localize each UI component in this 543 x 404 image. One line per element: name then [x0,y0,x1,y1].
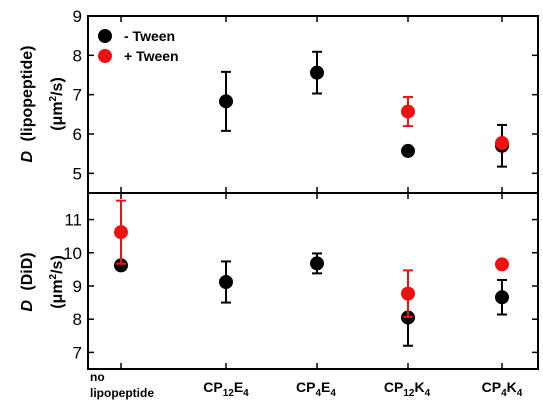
y-tick-label-1-0: 7 [73,343,82,362]
y-tick-label-0-3: 8 [73,46,82,65]
data-point-1-1-2 [495,257,509,272]
x-label-no-lipopeptide: no [90,370,105,384]
data-point-1-0-4 [495,290,509,305]
y-tick-label-1-2: 9 [73,277,82,296]
x-label-no-lipopeptide-line2: lipopeptide [90,386,154,400]
bottom-panel-marks [114,199,509,347]
data-point-1-1-1 [401,286,415,301]
data-point-1-0-1 [219,274,233,289]
data-point-0-1-1 [495,136,509,151]
data-point-0-0-1 [310,65,324,80]
legend-marker-minus-tween [98,29,112,43]
data-point-0-1-0 [401,104,415,119]
y-tick-label-0-0: 5 [73,164,82,183]
top-y-ticks: 5 6 7 8 9 [73,7,538,193]
y-tick-label-0-2: 7 [73,86,82,105]
bottom-y-axis-label: D (DiD) [19,252,36,311]
legend: - Tween + Tween [98,28,179,64]
x-label-cp12e4: CP12E4 [203,379,249,399]
x-label-cp12k4: CP12K4 [384,379,431,399]
data-point-0-0-2 [401,143,415,158]
x-label-cp4e4: CP4E4 [296,379,336,399]
bottom-y-axis-unit: (μm2/s) [48,255,66,309]
x-label-cp4k4: CP4K4 [482,379,523,399]
data-point-1-0-2 [310,256,324,271]
bottom-panel-frame [87,192,539,370]
y-tick-label-1-3: 10 [63,244,82,263]
legend-marker-plus-tween [98,49,112,63]
top-y-axis-unit: (μm2/s) [48,77,66,131]
top-panel-marks [219,50,509,168]
data-point-1-1-0 [114,225,128,240]
legend-label-plus-tween: + Tween [124,48,179,64]
data-point-1-0-0 [114,258,128,273]
y-tick-label-1-1: 8 [73,310,82,329]
legend-label-minus-tween: - Tween [124,28,175,44]
y-tick-label-1-4: 11 [64,211,82,230]
y-tick-label-0-4: 9 [73,7,82,26]
bottom-y-ticks: 7 8 9 10 11 [63,193,538,369]
y-tick-label-0-1: 6 [73,125,82,144]
top-y-axis-label: D (lipopeptide) [19,46,36,163]
data-point-0-0-0 [219,94,233,109]
